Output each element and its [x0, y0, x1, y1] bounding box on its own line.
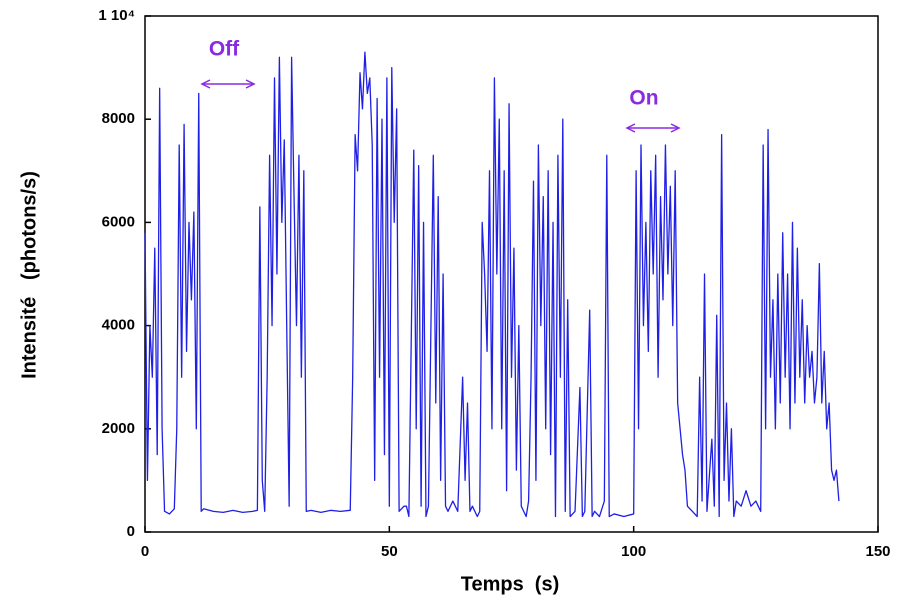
plot-frame — [144, 15, 879, 533]
y-tick-label: 0 — [127, 523, 135, 540]
y-tick-label: 1 10⁴ — [98, 7, 135, 24]
arrow-head — [625, 123, 636, 133]
arrow-head — [245, 79, 256, 89]
x-tick-label: 150 — [865, 543, 890, 560]
arrow-head — [200, 79, 211, 89]
y-tick-label: 4000 — [102, 317, 135, 334]
y-tick-label: 8000 — [102, 110, 135, 127]
x-tick-label: 100 — [621, 543, 646, 560]
annotation: Off — [209, 38, 240, 61]
y-axis-title: Intensité (photons/s) — [18, 171, 40, 379]
annotation: On — [629, 87, 658, 110]
x-tick-label: 0 — [141, 543, 149, 560]
x-axis-title: Temps (s) — [461, 573, 560, 595]
y-tick-label: 6000 — [102, 213, 135, 230]
y-tick-label: 2000 — [102, 420, 135, 437]
arrow-head — [670, 123, 681, 133]
x-tick-label: 50 — [381, 543, 398, 560]
trace — [144, 51, 840, 518]
